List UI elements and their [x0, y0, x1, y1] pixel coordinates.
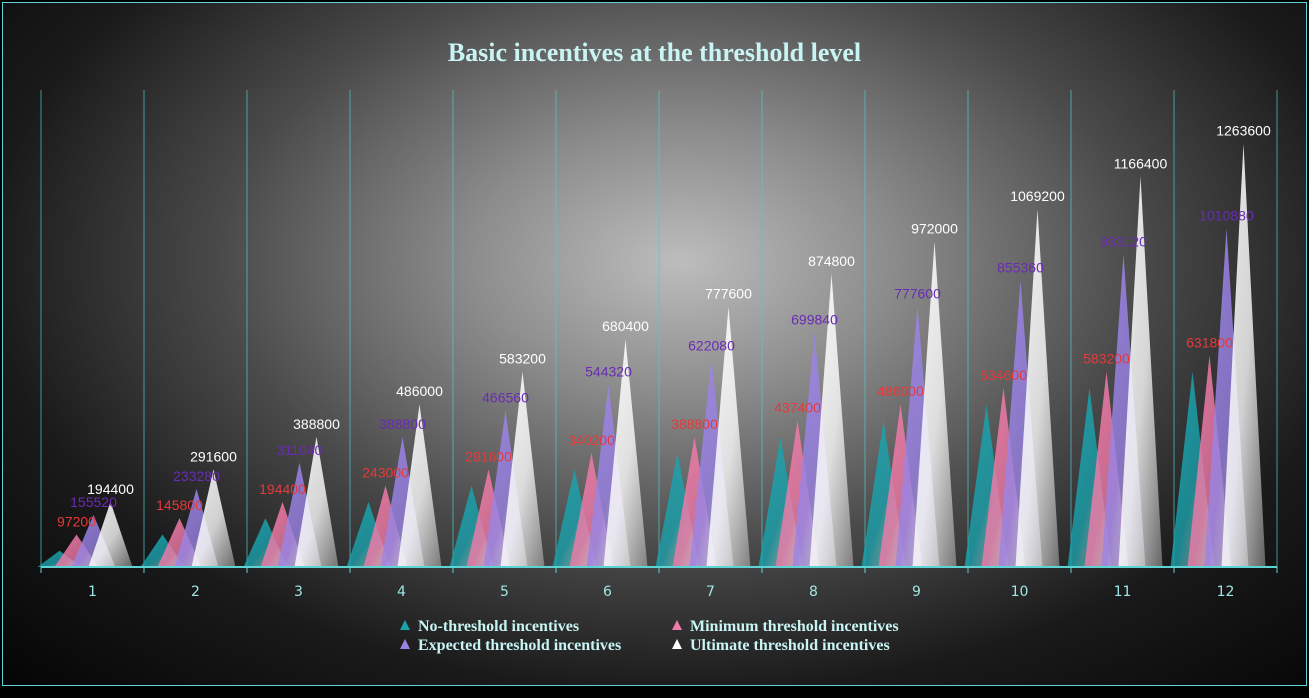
data-label: 699840 — [791, 312, 838, 328]
legend-item-expected: Expected threshold incentives — [400, 637, 621, 655]
legend-label: Ultimate threshold incentives — [690, 637, 890, 654]
x-tick-label: 3 — [294, 584, 303, 600]
marks-layer — [37, 143, 1266, 568]
cone-3-10 — [1118, 176, 1163, 568]
x-tick-label: 11 — [1114, 584, 1132, 600]
cone-3-6 — [706, 306, 751, 567]
data-label: 388800 — [379, 416, 426, 432]
cone-3-11 — [1221, 143, 1266, 567]
data-label: 97200 — [57, 513, 96, 529]
legend-swatch — [672, 620, 682, 630]
data-label: 340200 — [568, 432, 615, 448]
data-label: 145800 — [156, 497, 203, 513]
x-tick-label: 7 — [706, 584, 715, 600]
data-label: 466560 — [482, 390, 529, 406]
data-label: 486000 — [877, 383, 924, 399]
data-label: 874800 — [808, 253, 855, 269]
data-label: 583200 — [499, 351, 546, 367]
data-label: 486000 — [396, 383, 443, 399]
labels-layer: 9720015552019440014580023328029160019440… — [57, 123, 1271, 530]
data-label: 1069200 — [1010, 188, 1065, 204]
data-label: 243000 — [362, 465, 409, 481]
data-label: 311040 — [277, 442, 323, 458]
cone-3-1 — [191, 469, 236, 567]
data-label: 388800 — [293, 416, 340, 432]
x-tick-label: 12 — [1217, 584, 1235, 600]
data-label: 933120 — [1100, 233, 1147, 249]
legend-swatch — [400, 620, 410, 630]
data-label: 777600 — [705, 286, 752, 302]
data-label: 972000 — [911, 220, 958, 236]
cone-3-3 — [397, 404, 442, 567]
data-label: 291600 — [190, 448, 237, 464]
legend-item-no-threshold: No-threshold incentives — [400, 618, 579, 636]
legend-label: Minimum threshold incentives — [690, 618, 899, 635]
data-label: 155520 — [70, 494, 117, 510]
legend-item-ultimate: Ultimate threshold incentives — [672, 637, 890, 655]
cone-3-8 — [912, 241, 957, 567]
data-label: 291600 — [465, 448, 512, 464]
cone-3-9 — [1015, 208, 1060, 567]
data-label: 855360 — [997, 259, 1044, 275]
x-tick-label: 2 — [191, 584, 200, 600]
grid-layer — [40, 90, 1278, 567]
cone-3-5 — [603, 339, 648, 567]
cone-3-2 — [294, 436, 339, 567]
data-label: 534600 — [980, 367, 1027, 383]
cone-3-4 — [500, 371, 545, 567]
legend-swatch — [672, 639, 682, 649]
data-label: 631800 — [1186, 334, 1233, 350]
data-label: 622080 — [688, 338, 735, 354]
data-label: 194400 — [87, 481, 134, 497]
x-tick-label: 10 — [1011, 584, 1029, 600]
data-label: 1166400 — [1114, 155, 1168, 171]
x-tick-label: 9 — [912, 584, 921, 600]
x-tick-label: 5 — [500, 584, 509, 600]
legend-label: No-threshold incentives — [418, 618, 580, 635]
x-tick-label: 6 — [603, 584, 612, 600]
legend-label: Expected threshold incentives — [418, 637, 622, 654]
data-label: 544320 — [585, 364, 632, 380]
chart-title: Basic incentives at the threshold level — [447, 38, 862, 67]
data-label: 1010880 — [1199, 207, 1254, 223]
chart-frame — [2, 2, 1307, 686]
data-label: 437400 — [774, 399, 821, 415]
legend-swatch — [400, 639, 410, 649]
legend-item-minimum: Minimum threshold incentives — [672, 618, 899, 636]
cone-3-7 — [809, 273, 854, 567]
data-label: 1263600 — [1216, 123, 1271, 139]
x-tick-label: 4 — [397, 584, 406, 600]
axis-layer: 1 2 3 4 5 6 7 8 9 10 11 12 — [40, 566, 1278, 600]
x-tick-label: 8 — [809, 584, 818, 600]
x-tick-label: 1 — [88, 584, 97, 600]
data-label: 777600 — [894, 286, 941, 302]
data-label: 680400 — [602, 318, 649, 334]
data-label: 583200 — [1083, 351, 1130, 367]
data-label: 388800 — [671, 416, 718, 432]
cone-3-0 — [88, 501, 133, 567]
data-label: 194400 — [259, 481, 306, 497]
data-label: 233280 — [173, 468, 220, 484]
